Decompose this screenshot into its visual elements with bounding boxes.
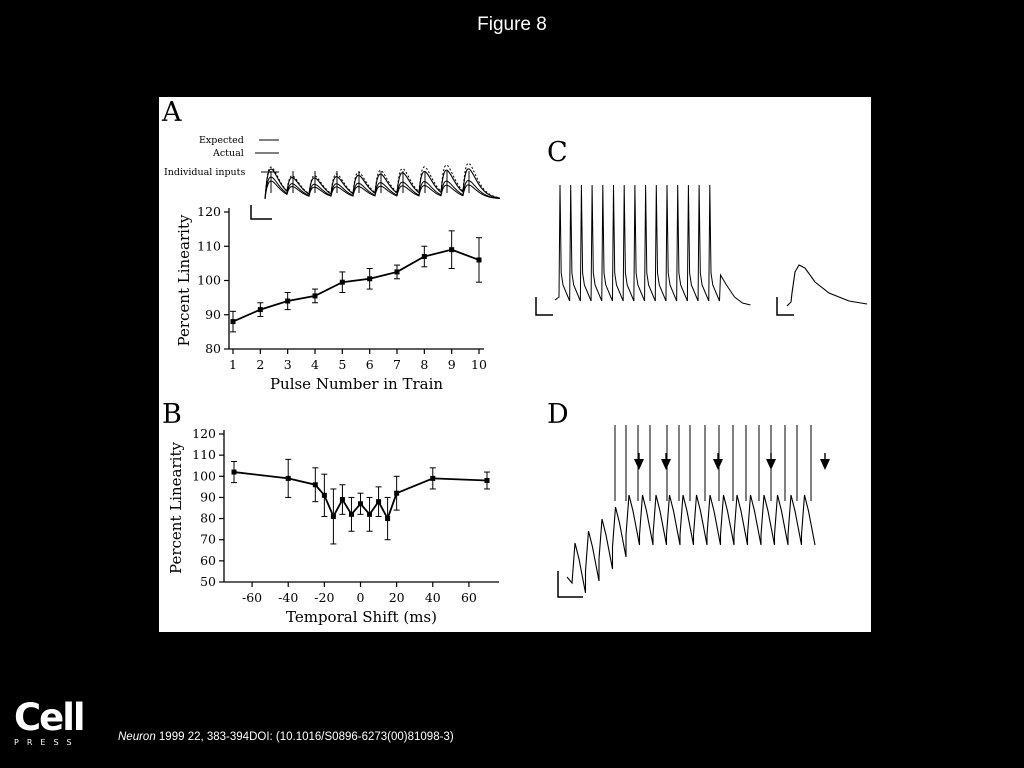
scale-bar-c2 — [776, 297, 794, 316]
panel-label-b: B — [162, 399, 182, 430]
x-tick-label: -20 — [314, 590, 334, 605]
data-point — [312, 293, 318, 299]
data-point — [394, 490, 400, 496]
data-point — [330, 513, 336, 519]
scale-bar-a — [250, 205, 272, 220]
logo-press: PRESS — [14, 738, 80, 747]
data-point — [385, 516, 391, 522]
cell-press-logo: Cell PRESS — [14, 696, 86, 747]
legend-individual: Individual inputs — [164, 167, 245, 178]
trace-actual — [264, 168, 501, 200]
x-tick-label: -40 — [278, 590, 298, 605]
x-tick-label: 20 — [389, 590, 405, 605]
panel-label-d: D — [547, 399, 569, 430]
data-point — [421, 254, 427, 260]
panel-label-c: C — [547, 137, 568, 168]
trace-individual-2 — [264, 180, 500, 200]
arrow-head — [713, 459, 723, 470]
x-tick-label: 0 — [357, 590, 365, 605]
citation-journal: Neuron — [118, 731, 156, 743]
x-tick-label: 3 — [284, 357, 292, 372]
traces-a-legend: Expected Actual Individual inputs — [164, 135, 279, 178]
y-tick-label: 50 — [200, 574, 216, 589]
y-tick-label: 100 — [197, 273, 221, 288]
scale-bar-d — [557, 571, 583, 598]
x-tick-label: -60 — [242, 590, 262, 605]
traces-d — [566, 425, 830, 594]
data-point — [312, 482, 318, 488]
arrow-head — [634, 459, 644, 470]
y-tick-label: 70 — [200, 532, 216, 547]
series-line — [232, 248, 480, 323]
figure-panel: A C B D Expected Actual Individual input… — [159, 97, 871, 632]
arrow-head — [766, 459, 776, 470]
x-tick-label: 8 — [420, 357, 428, 372]
x-tick-label: 9 — [448, 357, 456, 372]
figure-svg: A C B D Expected Actual Individual input… — [161, 97, 868, 626]
scale-bar-c1 — [535, 297, 553, 316]
x-tick-label: 10 — [471, 357, 487, 372]
y-tick-label: 60 — [200, 553, 216, 568]
data-point — [358, 501, 363, 507]
data-point — [231, 469, 237, 475]
data-point — [230, 319, 236, 325]
chart-b-xlabel: Temporal Shift (ms) — [286, 608, 437, 626]
y-tick-label: 90 — [205, 307, 221, 322]
single-epsp — [786, 264, 868, 307]
y-tick-label: 80 — [200, 511, 216, 526]
arrow-head — [661, 459, 671, 470]
data-point — [484, 478, 490, 484]
trace-individual-1 — [264, 176, 501, 200]
data-point — [339, 279, 345, 285]
traces-c — [554, 184, 868, 307]
legend-expected: Expected — [199, 135, 244, 146]
y-tick-label: 110 — [192, 447, 216, 462]
data-point — [449, 247, 455, 253]
x-tick-label: 5 — [338, 357, 346, 372]
legend-actual: Actual — [212, 148, 244, 159]
panel-label-a: A — [161, 97, 182, 128]
chart-a-xlabel: Pulse Number in Train — [270, 375, 443, 393]
y-tick-label: 120 — [197, 204, 221, 219]
data-point — [257, 307, 263, 313]
chart-b: Percent Linearity Temporal Shift (ms) 50… — [167, 426, 499, 626]
y-tick-label: 120 — [192, 426, 216, 441]
citation-details: 1999 22, 383-394DOI: (10.1016/S0896-6273… — [155, 731, 454, 743]
spike-train — [554, 184, 751, 306]
x-tick-label: 40 — [425, 590, 441, 605]
y-tick-label: 100 — [192, 468, 216, 483]
chart-a-ylabel: Percent Linearity — [175, 214, 193, 346]
y-tick-label: 110 — [197, 238, 221, 253]
x-tick-label: 4 — [311, 357, 319, 372]
data-point — [376, 499, 382, 505]
data-point — [430, 475, 436, 481]
traces-a — [264, 162, 501, 200]
data-point — [476, 257, 482, 263]
data-point — [394, 269, 400, 275]
data-point — [367, 276, 373, 282]
arrow-head — [820, 459, 830, 470]
y-tick-label: 80 — [205, 341, 221, 356]
data-point — [285, 475, 291, 481]
data-point — [285, 298, 291, 304]
trace-d-main — [566, 494, 816, 594]
data-point — [348, 511, 354, 517]
data-point — [367, 511, 373, 517]
data-point — [321, 492, 327, 498]
x-tick-label: 6 — [366, 357, 374, 372]
logo-word: Cell — [14, 696, 86, 739]
x-tick-label: 7 — [393, 357, 401, 372]
chart-a: Percent Linearity Pulse Number in Train … — [175, 204, 487, 393]
x-tick-label: 1 — [229, 357, 237, 372]
x-tick-label: 2 — [256, 357, 264, 372]
citation: Neuron 1999 22, 383-394DOI: (10.1016/S08… — [118, 731, 454, 743]
x-tick-label: 60 — [461, 590, 477, 605]
data-point — [339, 497, 345, 503]
chart-b-ylabel: Percent Linearity — [167, 442, 185, 574]
y-tick-label: 90 — [200, 489, 216, 504]
figure-title: Figure 8 — [477, 14, 547, 35]
